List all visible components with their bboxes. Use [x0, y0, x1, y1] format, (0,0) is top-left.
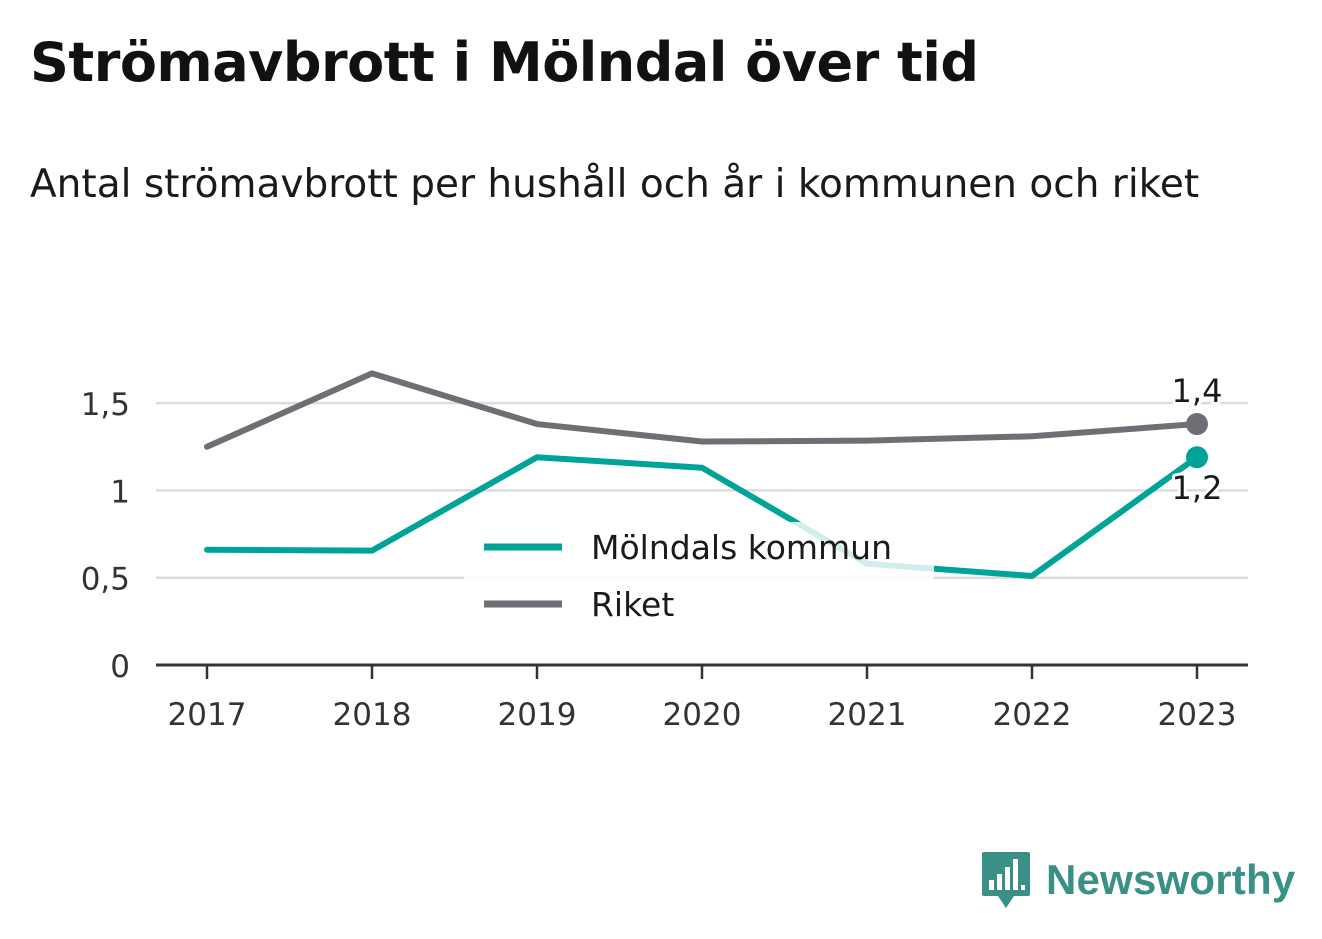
bar-chart-speech-bubble-icon	[982, 852, 1030, 908]
legend: Mölndals kommun Riket	[464, 522, 934, 637]
x-tick-label: 2021	[828, 697, 907, 733]
series-line	[204, 370, 1200, 450]
legend-label: Mölndals kommun	[591, 528, 892, 567]
chart-subtitle: Antal strömavbrott per hushåll och år i …	[30, 162, 1200, 207]
legend-label: Riket	[591, 585, 674, 624]
x-axis: 2017 2018 2019 2020 2021 2022 2023	[156, 663, 1248, 733]
series-lines	[204, 370, 1208, 579]
series-line	[204, 454, 1200, 579]
x-tick-label: 2017	[168, 697, 247, 733]
x-tick-label: 2023	[1158, 697, 1237, 733]
end-labels: 1,2 1,4	[1169, 369, 1226, 510]
y-tick-label: 0	[110, 649, 130, 685]
y-axis: 0 0,5 1 1,5	[81, 387, 130, 685]
end-value-label: 1,4	[1172, 372, 1223, 410]
x-tick-label: 2022	[993, 697, 1072, 733]
y-tick-label: 1	[110, 474, 130, 510]
end-point-marker	[1186, 413, 1208, 436]
x-tick-label: 2018	[333, 697, 412, 733]
brand-name: Newsworthy	[1046, 856, 1296, 903]
end-value-label: 1,2	[1172, 469, 1223, 507]
x-tick-label: 2020	[663, 697, 742, 733]
end-point-marker	[1186, 446, 1208, 469]
y-tick-label: 1,5	[81, 387, 130, 423]
x-tick-label: 2019	[498, 697, 577, 733]
newsworthy-logo: Newsworthy	[980, 850, 1295, 910]
legend-background	[464, 522, 934, 637]
y-tick-label: 0,5	[81, 562, 130, 598]
chart-title: Strömavbrott i Mölndal över tid	[30, 31, 979, 94]
